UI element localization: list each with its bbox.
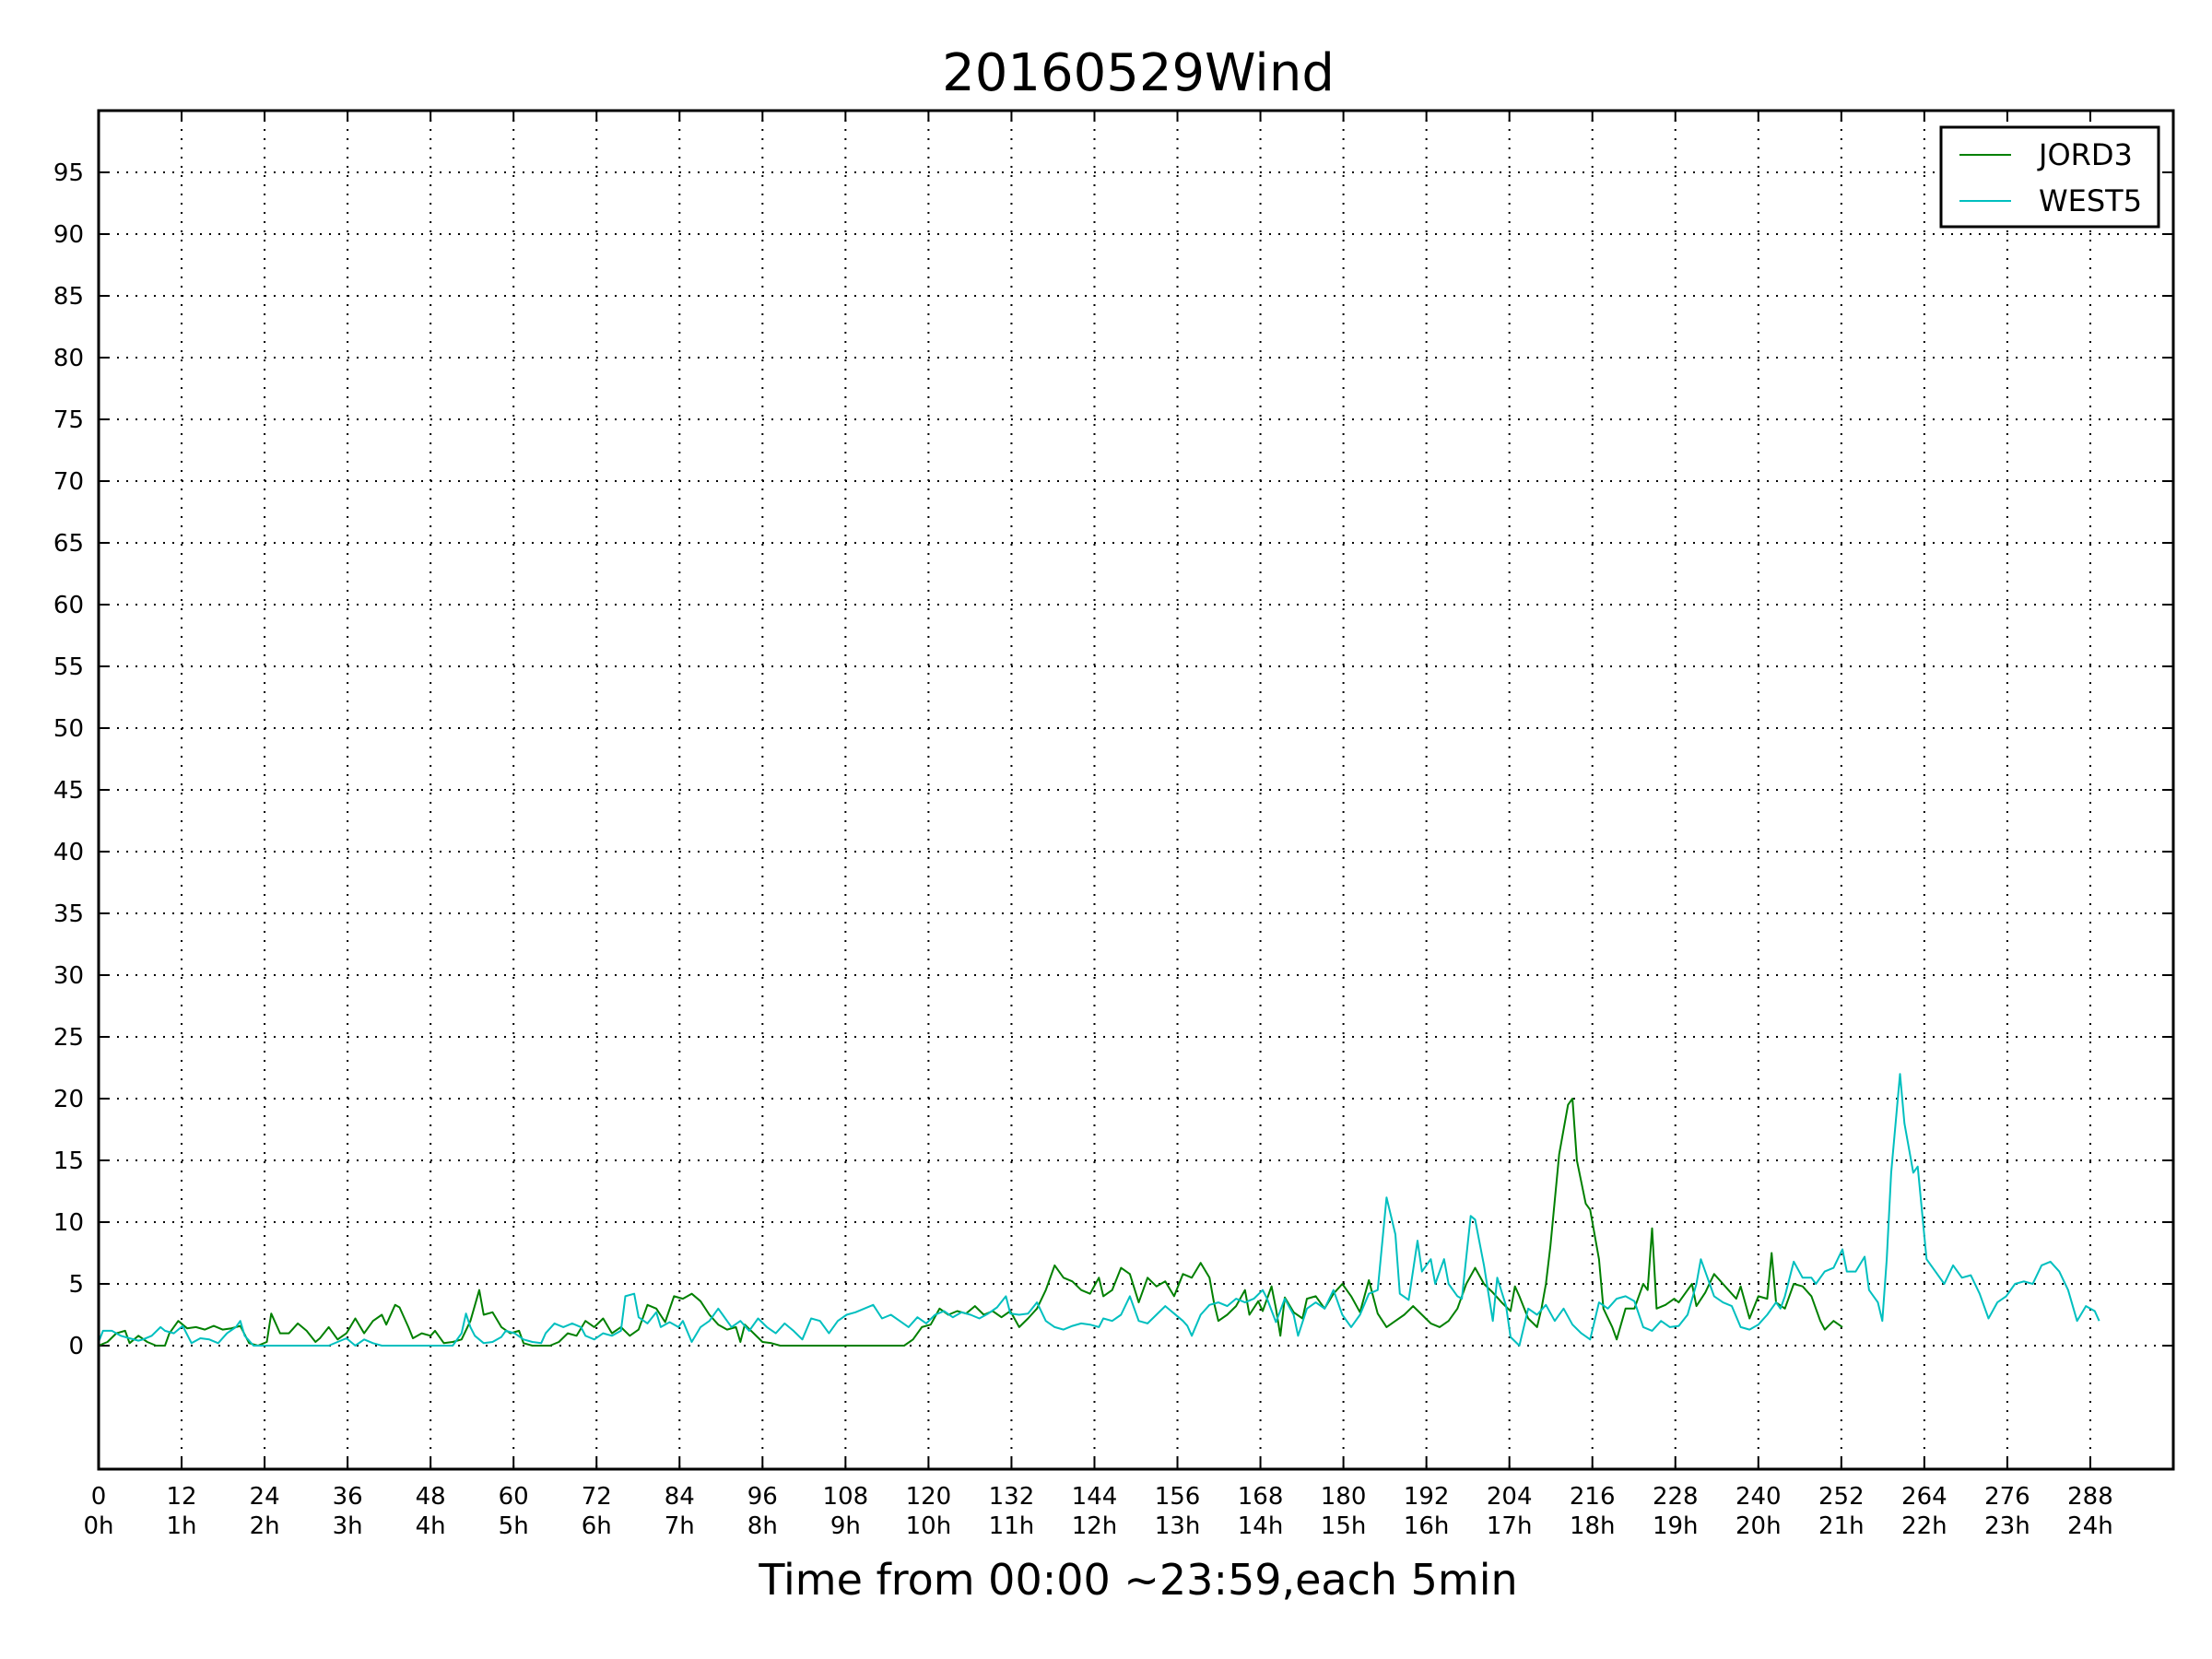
- x-tick-label: 264: [1901, 1483, 1947, 1511]
- y-tick-label: 45: [53, 777, 84, 805]
- series-group: [98, 1073, 2100, 1347]
- x-tick-sublabel: 12h: [1072, 1512, 1118, 1540]
- y-tick-label: 80: [53, 345, 84, 372]
- x-tick-sublabel: 3h: [333, 1512, 363, 1540]
- x-tick-sublabel: 8h: [747, 1512, 778, 1540]
- x-tick-label: 12: [166, 1483, 196, 1511]
- x-tick-sublabel: 10h: [906, 1512, 952, 1540]
- x-tick-label: 168: [1238, 1483, 1284, 1511]
- y-tick-label: 95: [53, 159, 84, 187]
- legend-label: JORD3: [2037, 137, 2133, 172]
- y-tick-label: 75: [53, 406, 84, 434]
- x-tick-sublabel: 2h: [250, 1512, 280, 1540]
- x-axis-label: Time from 00:00 ~23:59,each 5min: [758, 1555, 1517, 1605]
- x-tick-sublabel: 22h: [1901, 1512, 1947, 1540]
- x-tick-label: 204: [1487, 1483, 1533, 1511]
- chart-title: 20160529Wind: [942, 43, 1335, 103]
- x-tick-label: 144: [1072, 1483, 1118, 1511]
- x-tick-sublabel: 6h: [582, 1512, 612, 1540]
- x-tick-label: 60: [499, 1483, 529, 1511]
- x-tick-label: 252: [1818, 1483, 1865, 1511]
- x-tick-sublabel: 20h: [1735, 1512, 1782, 1540]
- x-tick-sublabel: 4h: [416, 1512, 446, 1540]
- x-tick-label: 108: [823, 1483, 869, 1511]
- y-tick-label: 50: [53, 715, 84, 743]
- x-tick-label: 288: [2067, 1483, 2113, 1511]
- y-tick-label: 5: [68, 1271, 84, 1299]
- axis-ticks: 00h121h242h363h484h605h726h847h968h1089h…: [53, 111, 2173, 1540]
- x-tick-sublabel: 15h: [1321, 1512, 1367, 1540]
- series-line-west5: [98, 1073, 2100, 1347]
- x-tick-label: 0: [91, 1483, 107, 1511]
- plot-frame: [97, 109, 2175, 1471]
- y-tick-label: 30: [53, 962, 84, 990]
- y-tick-label: 20: [53, 1086, 84, 1113]
- x-tick-label: 24: [250, 1483, 280, 1511]
- y-tick-label: 25: [53, 1024, 84, 1052]
- y-tick-label: 15: [53, 1147, 84, 1175]
- x-tick-label: 132: [989, 1483, 1035, 1511]
- y-tick-label: 35: [53, 900, 84, 928]
- y-tick-label: 55: [53, 653, 84, 681]
- x-tick-sublabel: 0h: [83, 1512, 113, 1540]
- x-tick-sublabel: 16h: [1404, 1512, 1450, 1540]
- x-tick-sublabel: 14h: [1238, 1512, 1284, 1540]
- x-tick-sublabel: 11h: [989, 1512, 1035, 1540]
- y-tick-label: 60: [53, 592, 84, 619]
- legend: JORD3 WEST5: [1939, 125, 2160, 229]
- x-tick-sublabel: 19h: [1653, 1512, 1699, 1540]
- y-tick-label: 10: [53, 1209, 84, 1237]
- x-tick-sublabel: 21h: [1818, 1512, 1865, 1540]
- x-tick-label: 276: [1984, 1483, 2030, 1511]
- x-tick-sublabel: 5h: [499, 1512, 529, 1540]
- x-tick-label: 240: [1735, 1483, 1782, 1511]
- x-tick-sublabel: 23h: [1984, 1512, 2030, 1540]
- x-tick-sublabel: 24h: [2067, 1512, 2113, 1540]
- x-tick-sublabel: 1h: [167, 1512, 197, 1540]
- x-tick-sublabel: 7h: [665, 1512, 695, 1540]
- x-tick-label: 96: [747, 1483, 778, 1511]
- x-tick-label: 216: [1570, 1483, 1616, 1511]
- x-tick-label: 180: [1321, 1483, 1367, 1511]
- y-tick-label: 65: [53, 530, 84, 558]
- x-tick-sublabel: 18h: [1570, 1512, 1616, 1540]
- series-line-jord3: [98, 1098, 1843, 1347]
- y-tick-label: 70: [53, 468, 84, 496]
- y-tick-label: 0: [68, 1333, 84, 1360]
- x-tick-label: 156: [1155, 1483, 1201, 1511]
- x-tick-label: 228: [1653, 1483, 1699, 1511]
- x-tick-label: 84: [665, 1483, 695, 1511]
- x-tick-label: 120: [906, 1483, 952, 1511]
- y-tick-label: 85: [53, 283, 84, 311]
- grid: [98, 111, 2173, 1469]
- x-tick-label: 72: [582, 1483, 612, 1511]
- y-tick-label: 40: [53, 839, 84, 866]
- legend-label: WEST5: [2039, 183, 2142, 218]
- x-tick-sublabel: 9h: [830, 1512, 861, 1540]
- x-tick-sublabel: 17h: [1487, 1512, 1533, 1540]
- x-tick-label: 48: [416, 1483, 446, 1511]
- x-tick-label: 36: [333, 1483, 363, 1511]
- legend-box: [1939, 125, 2160, 229]
- x-tick-label: 192: [1404, 1483, 1450, 1511]
- y-tick-label: 90: [53, 221, 84, 249]
- x-tick-sublabel: 13h: [1155, 1512, 1201, 1540]
